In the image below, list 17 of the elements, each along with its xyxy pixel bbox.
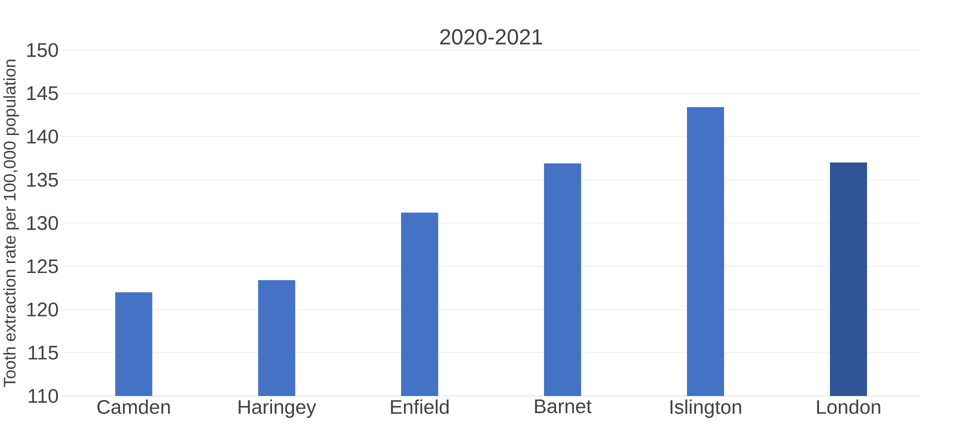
x-tick-label: Islington [670, 399, 742, 418]
y-axis-title: Tooth extraction rate per 100,000 population [3, 60, 19, 387]
x-tick-label: London [817, 399, 880, 414]
y-tick-label: 135 [27, 172, 58, 187]
x-tick-label: Barnet [535, 399, 592, 414]
y-tick-label: 150 [27, 43, 58, 57]
y-tick-label: 115 [28, 346, 58, 360]
y-tick-label: 110 [28, 388, 58, 403]
y-tick-label: 145 [27, 86, 58, 100]
x-tick-label: Camden [97, 399, 170, 414]
x-tick-label: Haringey [238, 399, 316, 418]
y-tick-label: 125 [27, 259, 58, 274]
y-tick-label: 120 [27, 302, 58, 316]
chart-title: 2020-2021 [440, 29, 542, 45]
y-tick-label: 130 [27, 216, 58, 230]
y-tick-label: 140 [27, 129, 58, 144]
x-tick-label: Enfield [391, 399, 449, 414]
